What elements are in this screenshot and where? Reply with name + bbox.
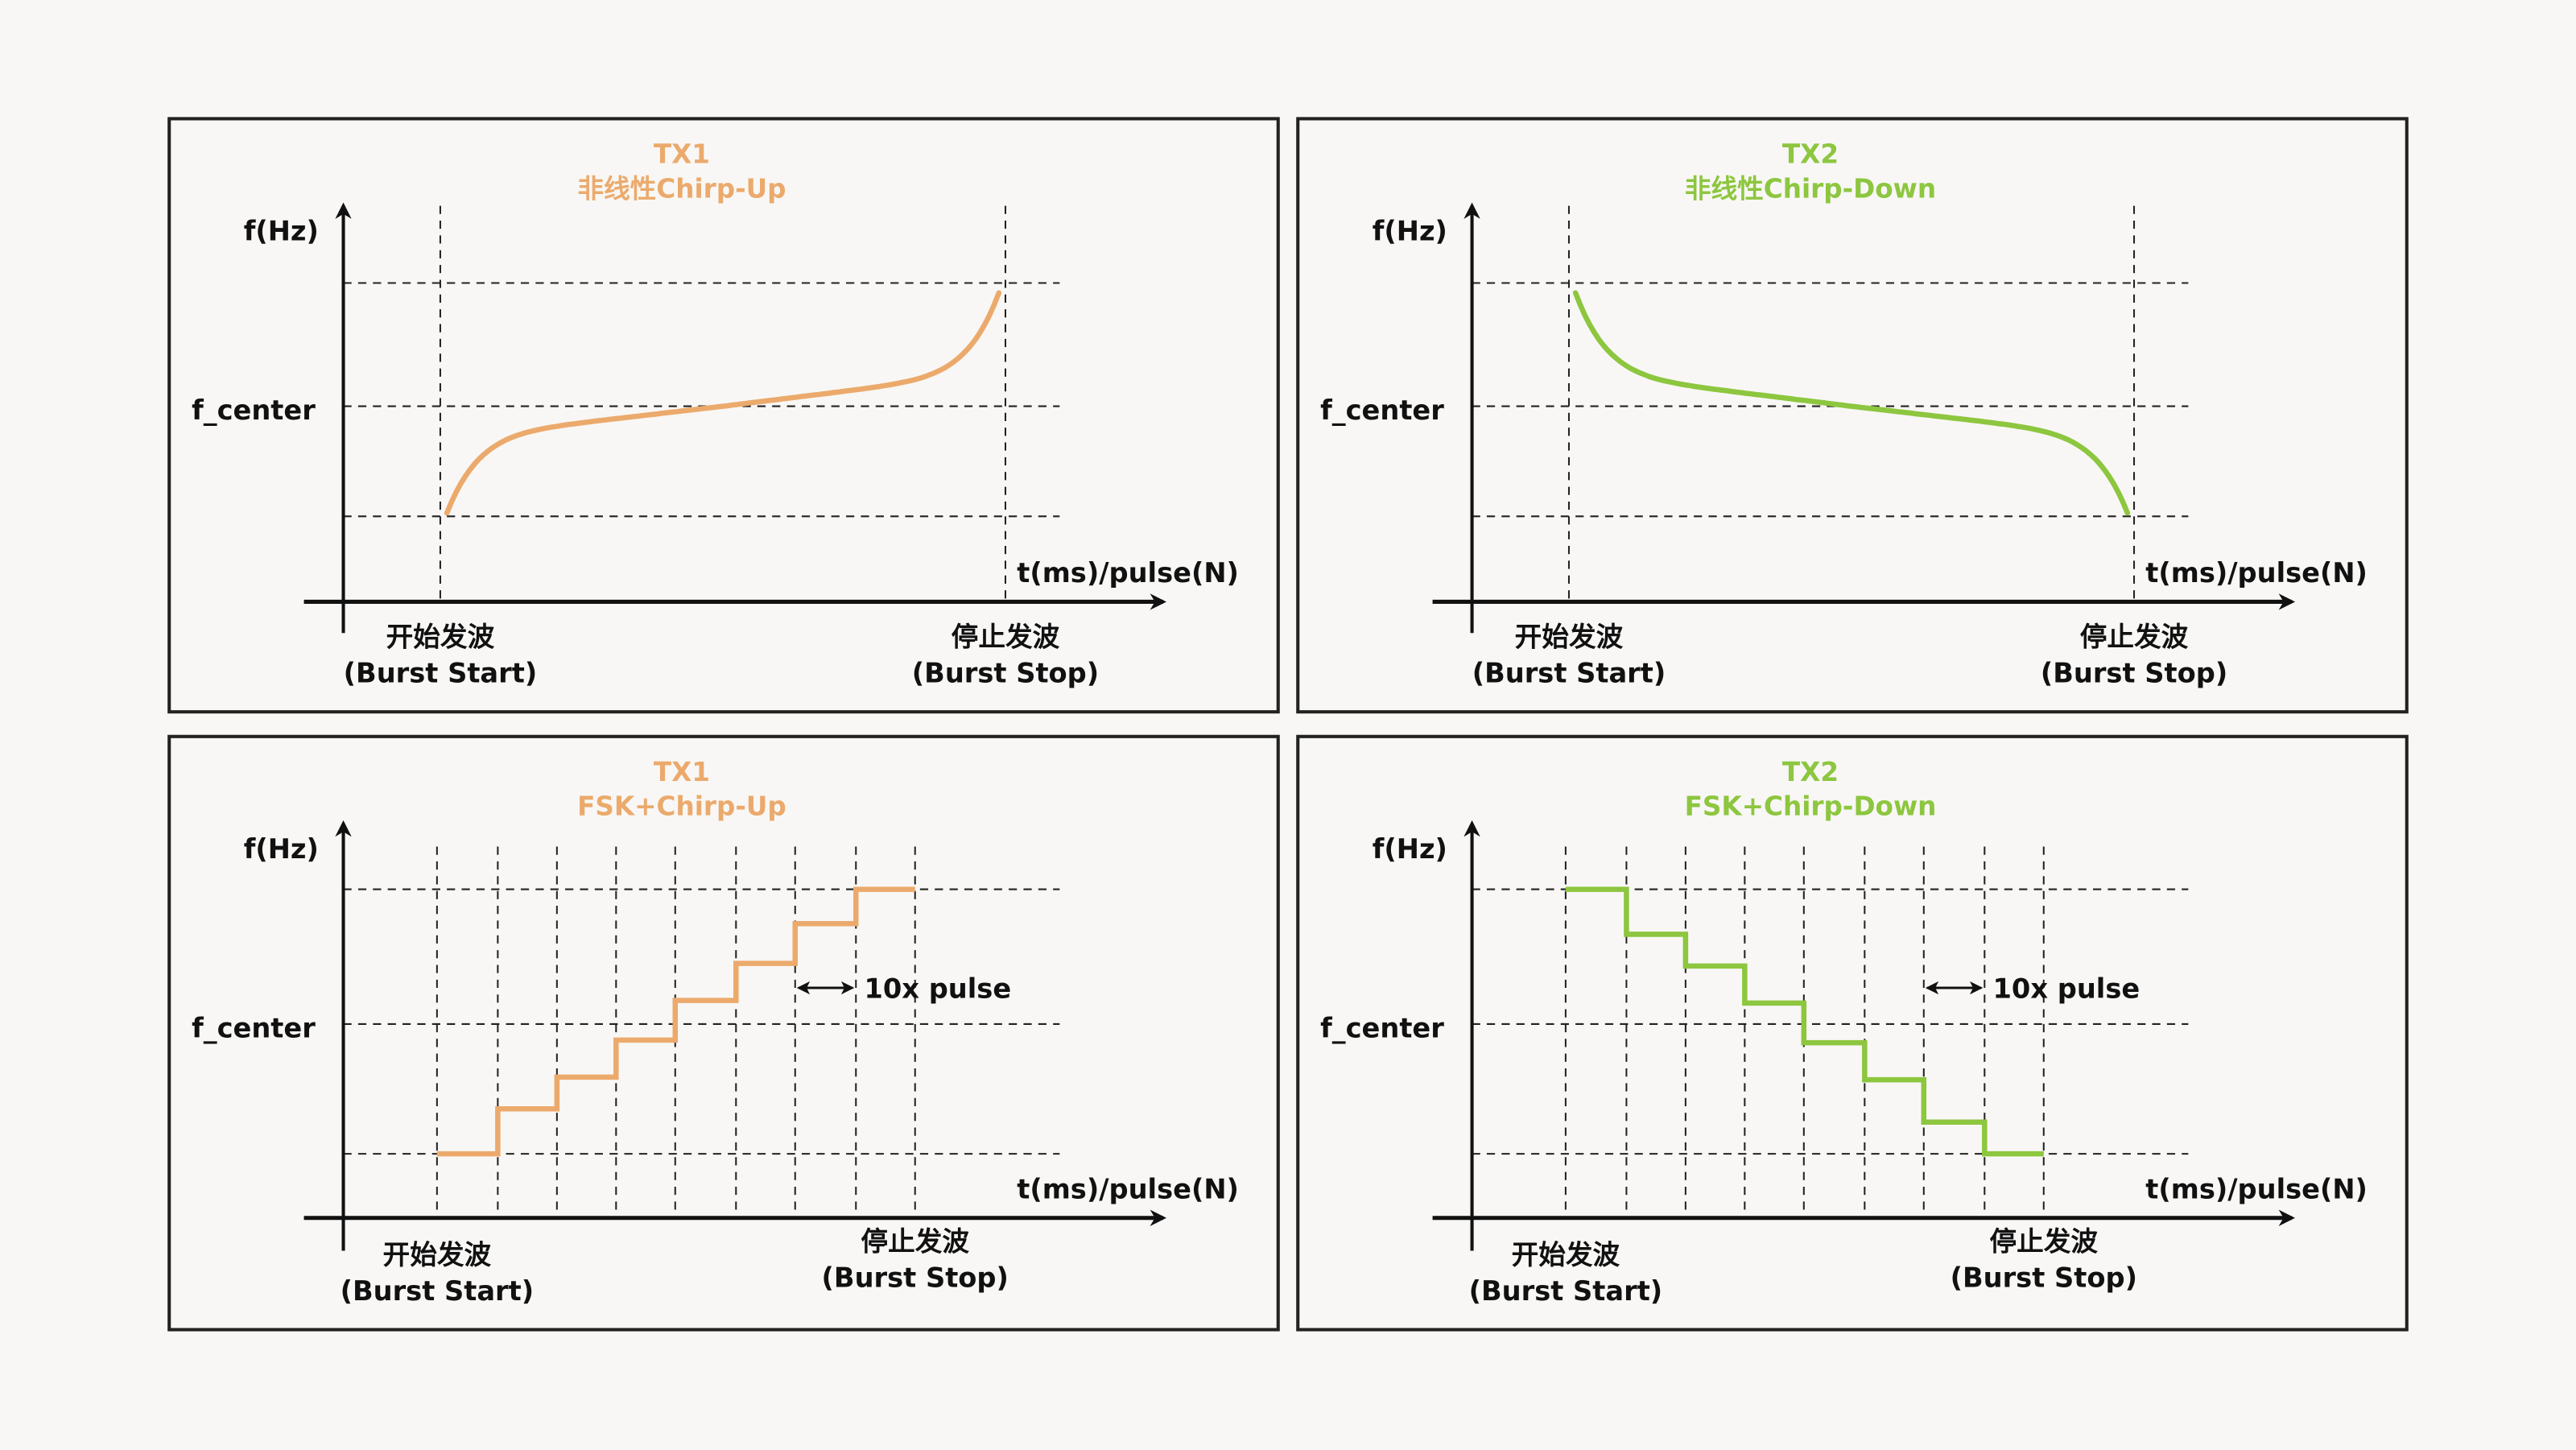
burst-stop-label-en: (Burst Stop) — [2041, 657, 2227, 688]
burst-start-label-cn: 开始发波 — [386, 622, 495, 653]
burst-stop-label-cn: 停止发波 — [861, 1226, 969, 1258]
burst-stop-label-cn: 停止发波 — [952, 622, 1060, 653]
panel-tx-title: TX1 — [654, 139, 710, 170]
panel-border — [1296, 117, 2409, 714]
y-axis-label: f(Hz) — [244, 833, 319, 865]
panel-tx2-fsk: TX2 FSK+Chirp-Down f(Hz) f_center t(ms)/puls… — [1296, 734, 2409, 1332]
x-axis-label: t(ms)/pulse(N) — [2145, 557, 2368, 589]
f-center-label: f_center — [192, 395, 316, 426]
panel-tx-title: TX2 — [1782, 757, 1839, 787]
y-axis-label: f(Hz) — [1373, 215, 1447, 246]
burst-stop-label-cn: 停止发波 — [1989, 1226, 2098, 1258]
panel-border — [1296, 734, 2409, 1332]
chirp-curve — [444, 290, 1002, 516]
f-center-label: f_center — [1320, 1012, 1444, 1043]
x-axis-label: t(ms)/pulse(N) — [1017, 557, 1239, 589]
y-axis-label: f(Hz) — [1373, 833, 1447, 865]
burst-start-label-en: (Burst Start) — [1469, 1275, 1663, 1307]
f-center-label: f_center — [192, 1012, 316, 1043]
panel-subtitle: 非线性Chirp-Up — [577, 173, 786, 204]
burst-stop-label-en: (Burst Stop) — [1951, 1262, 2137, 1293]
fsk-step-line — [436, 886, 915, 1157]
panel-tx-title: TX1 — [654, 757, 710, 787]
panel-tx-title: TX2 — [1782, 139, 1839, 170]
burst-start-label-cn: 开始发波 — [383, 1239, 492, 1270]
burst-start-label-en: (Burst Start) — [344, 657, 538, 688]
chirp-curve — [1572, 290, 2131, 516]
x-axis-label: t(ms)/pulse(N) — [2145, 1173, 2368, 1204]
burst-start-label-cn: 开始发波 — [1512, 1239, 1620, 1270]
panel-border — [167, 734, 1280, 1332]
fsk-step-line — [1565, 886, 2044, 1157]
burst-stop-label-en: (Burst Stop) — [912, 657, 1099, 688]
panel-subtitle: 非线性Chirp-Down — [1685, 173, 1936, 204]
panel-tx1-fsk: TX1 FSK+Chirp-Up f(Hz) f_center t(ms)/pulse(… — [167, 734, 1280, 1332]
panel-subtitle: FSK+Chirp-Up — [577, 791, 786, 822]
burst-stop-label-en: (Burst Stop) — [822, 1262, 1009, 1293]
pulse-annotation: 10x pulse — [1993, 973, 2140, 1004]
pulse-annotation: 10x pulse — [864, 973, 1011, 1004]
y-axis-label: f(Hz) — [244, 215, 319, 246]
panel-subtitle: FSK+Chirp-Down — [1685, 791, 1937, 822]
panel-border — [167, 117, 1280, 714]
x-axis-label: t(ms)/pulse(N) — [1017, 1173, 1239, 1204]
burst-start-label-en: (Burst Start) — [341, 1275, 535, 1307]
burst-stop-label-cn: 停止发波 — [2080, 622, 2189, 653]
f-center-label: f_center — [1320, 395, 1444, 426]
burst-start-label-cn: 开始发波 — [1515, 622, 1624, 653]
burst-start-label-en: (Burst Start) — [1472, 657, 1666, 688]
